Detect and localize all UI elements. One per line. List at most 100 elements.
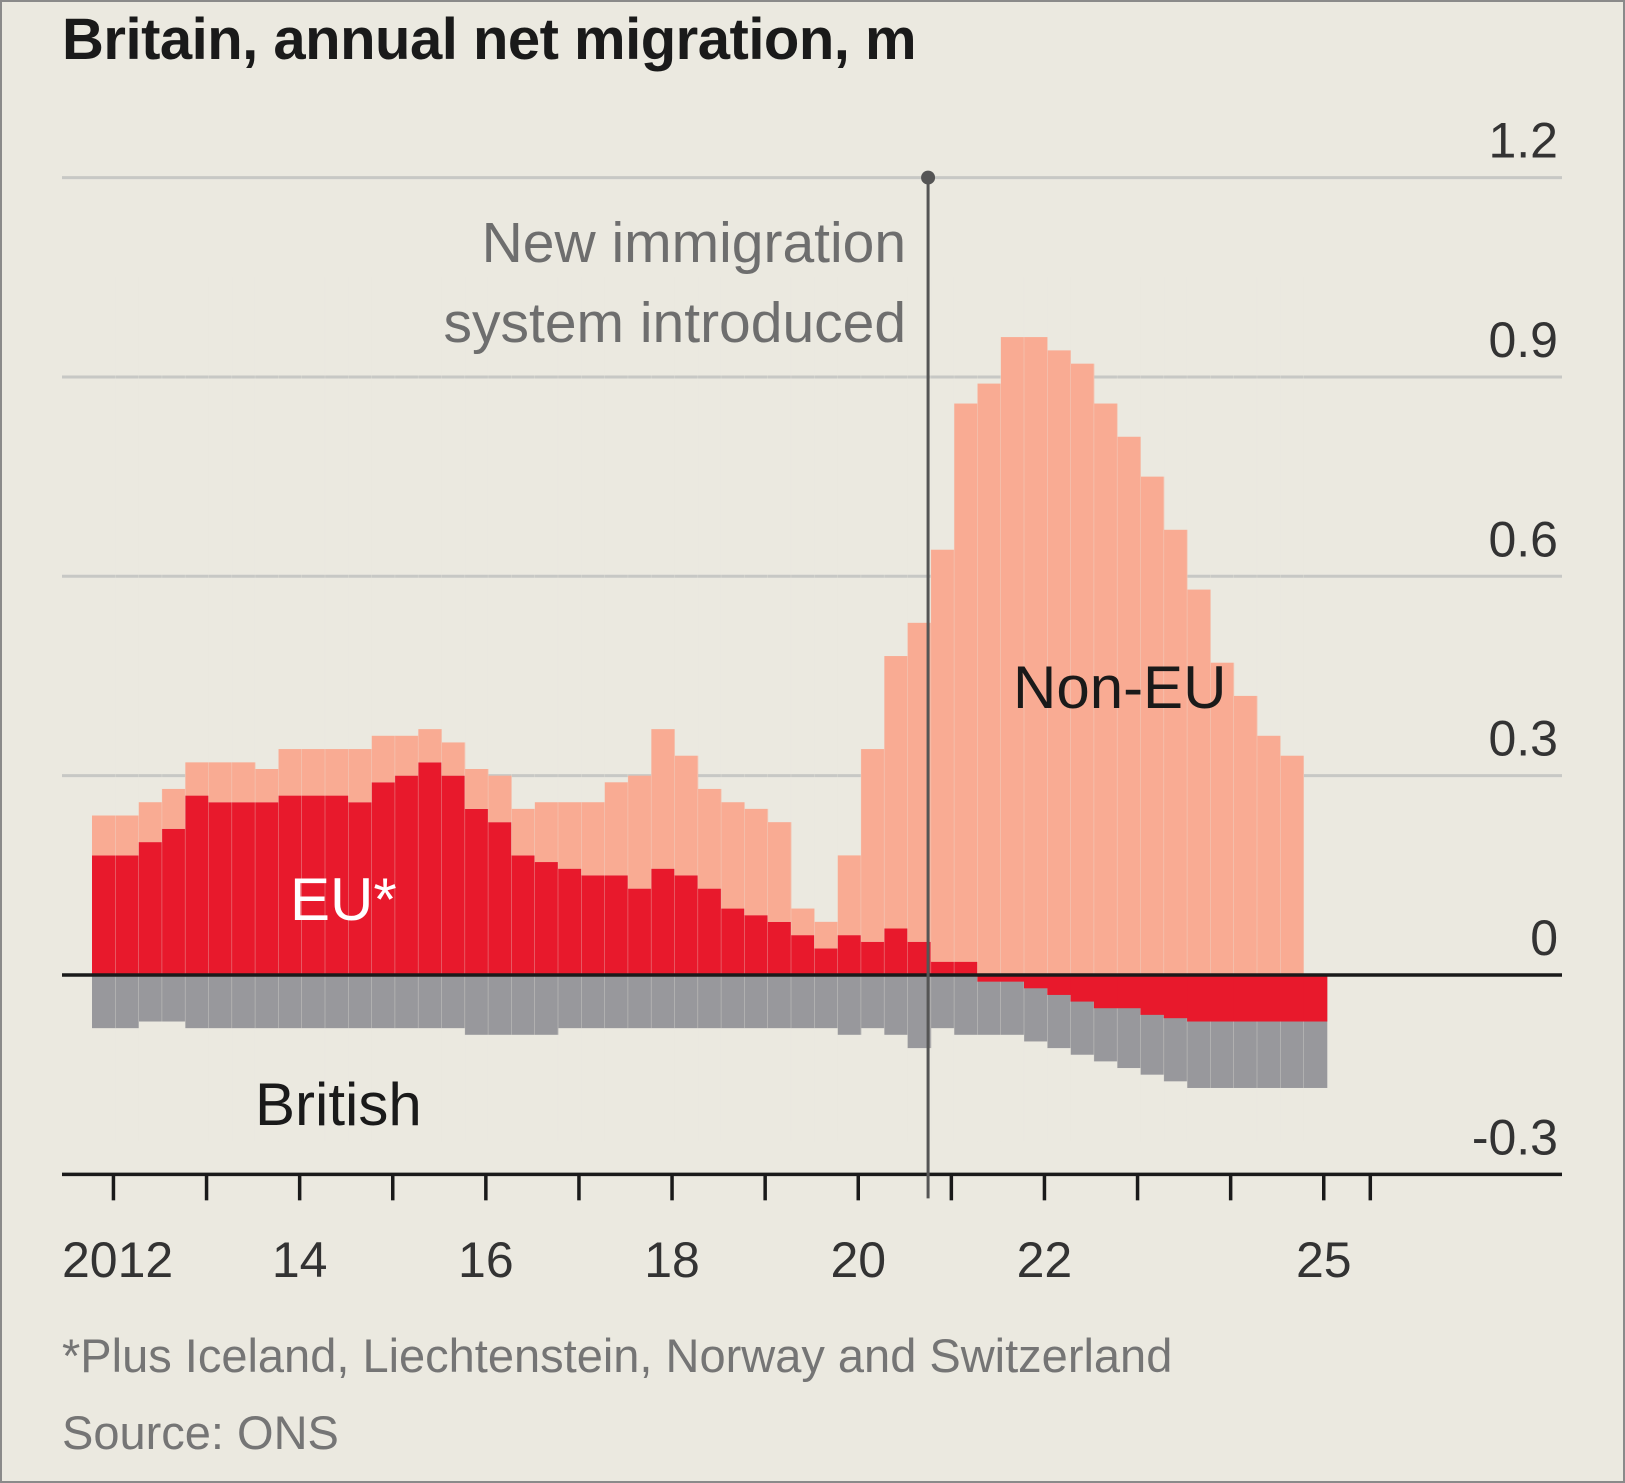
annotation-dot: [921, 170, 936, 185]
bar-eu-negative: [1210, 975, 1235, 1022]
bar-non-eu: [1000, 337, 1025, 976]
bar-eu: [185, 795, 209, 975]
bar-british: [744, 975, 769, 1029]
bar-non-eu: [208, 762, 233, 803]
bar-non-eu: [651, 729, 675, 869]
bar-eu: [674, 875, 699, 975]
bar-non-eu: [744, 808, 769, 916]
bar-non-eu: [674, 755, 699, 876]
bar-non-eu: [930, 549, 955, 962]
chart-footnote: *Plus Iceland, Liechtenstein, Norway and…: [62, 1329, 1173, 1382]
bar-british: [581, 975, 605, 1029]
bar-eu: [581, 875, 605, 975]
bar-eu: [301, 795, 326, 975]
bar-eu: [441, 775, 466, 975]
bar-eu: [604, 875, 629, 975]
bar-british: [721, 975, 745, 1029]
series-label: EU*: [290, 866, 397, 933]
bar-eu-negative: [1024, 975, 1048, 989]
bar-british: [348, 975, 372, 1029]
bar-non-eu: [1280, 755, 1304, 975]
bar-british: [534, 975, 559, 1035]
bar-eu: [161, 828, 186, 975]
bar-eu: [92, 855, 116, 975]
bar-non-eu: [394, 735, 419, 776]
chart-title: Britain, annual net migration, m: [62, 7, 917, 72]
bar-british: [301, 975, 326, 1029]
bar-non-eu: [348, 749, 372, 803]
bar-eu-negative: [1303, 975, 1328, 1022]
x-tick-label: 18: [644, 1232, 700, 1288]
bar-eu: [325, 795, 349, 975]
bar-non-eu: [325, 749, 349, 796]
bar-british: [394, 975, 419, 1029]
bar-eu-negative: [1163, 975, 1188, 1019]
bar-british: [511, 975, 536, 1035]
bar-british: [1024, 975, 1048, 1042]
bar-british: [185, 975, 209, 1029]
bar-british: [651, 975, 675, 1029]
annotation-text: New immigration: [482, 211, 906, 275]
bar-british: [255, 975, 279, 1029]
bar-eu-negative: [1280, 975, 1304, 1022]
bar-non-eu: [814, 921, 838, 949]
annotation-text: system introduced: [444, 291, 907, 355]
chart-source: Source: ONS: [62, 1406, 339, 1459]
bar-non-eu: [767, 822, 792, 922]
bar-british: [418, 975, 442, 1029]
bar-eu: [138, 842, 163, 975]
bar-eu: [791, 935, 815, 975]
bar-non-eu: [301, 749, 326, 796]
bar-non-eu: [488, 775, 512, 823]
bar-eu: [767, 921, 792, 975]
bar-eu: [860, 941, 885, 975]
bar-non-eu: [278, 749, 303, 796]
bar-non-eu: [161, 788, 186, 829]
bar-eu-negative: [1140, 975, 1165, 1015]
bar-british: [954, 975, 978, 1035]
bar-british: [441, 975, 466, 1029]
series-label: British: [255, 1071, 422, 1138]
bar-eu-negative: [1070, 975, 1095, 1002]
bar-eu-negative: [1047, 975, 1071, 995]
bar-eu: [115, 855, 139, 975]
bar-british: [814, 975, 838, 1029]
bar-eu-negative: [1257, 975, 1281, 1022]
x-tick-label: 25: [1296, 1232, 1352, 1288]
bar-non-eu: [1187, 589, 1211, 975]
bar-non-eu: [92, 815, 116, 856]
bar-non-eu: [697, 788, 722, 889]
bar-eu-negative: [1000, 975, 1025, 982]
bar-non-eu: [185, 762, 209, 796]
bar-british: [278, 975, 303, 1029]
bar-british: [930, 975, 955, 1029]
bar-british: [138, 975, 163, 1022]
bar-non-eu: [1117, 436, 1141, 975]
bar-non-eu: [371, 735, 396, 783]
bar-non-eu: [534, 802, 559, 863]
bar-eu: [394, 775, 419, 975]
bar-british: [325, 975, 349, 1029]
bar-eu-negative: [1117, 975, 1141, 1009]
y-tick-label: 0.3: [1488, 711, 1558, 767]
bar-british: [1000, 975, 1025, 1035]
bar-eu: [814, 948, 838, 975]
bar-british: [860, 975, 885, 1029]
bar-british: [837, 975, 862, 1035]
bar-eu-negative: [1187, 975, 1211, 1022]
bar-british: [884, 975, 908, 1035]
bar-eu: [954, 961, 978, 975]
bar-eu-negative: [1233, 975, 1258, 1022]
bar-british: [674, 975, 699, 1029]
y-tick-label: 0.6: [1488, 511, 1558, 567]
bar-non-eu: [977, 383, 1002, 976]
bar-british: [697, 975, 722, 1029]
bar-british: [161, 975, 186, 1022]
x-tick-label: 2012: [62, 1232, 173, 1288]
bar-british: [115, 975, 139, 1029]
bar-non-eu: [558, 802, 582, 869]
x-tick-label: 14: [272, 1232, 328, 1288]
bar-eu: [255, 802, 279, 975]
bar-non-eu: [884, 656, 908, 929]
